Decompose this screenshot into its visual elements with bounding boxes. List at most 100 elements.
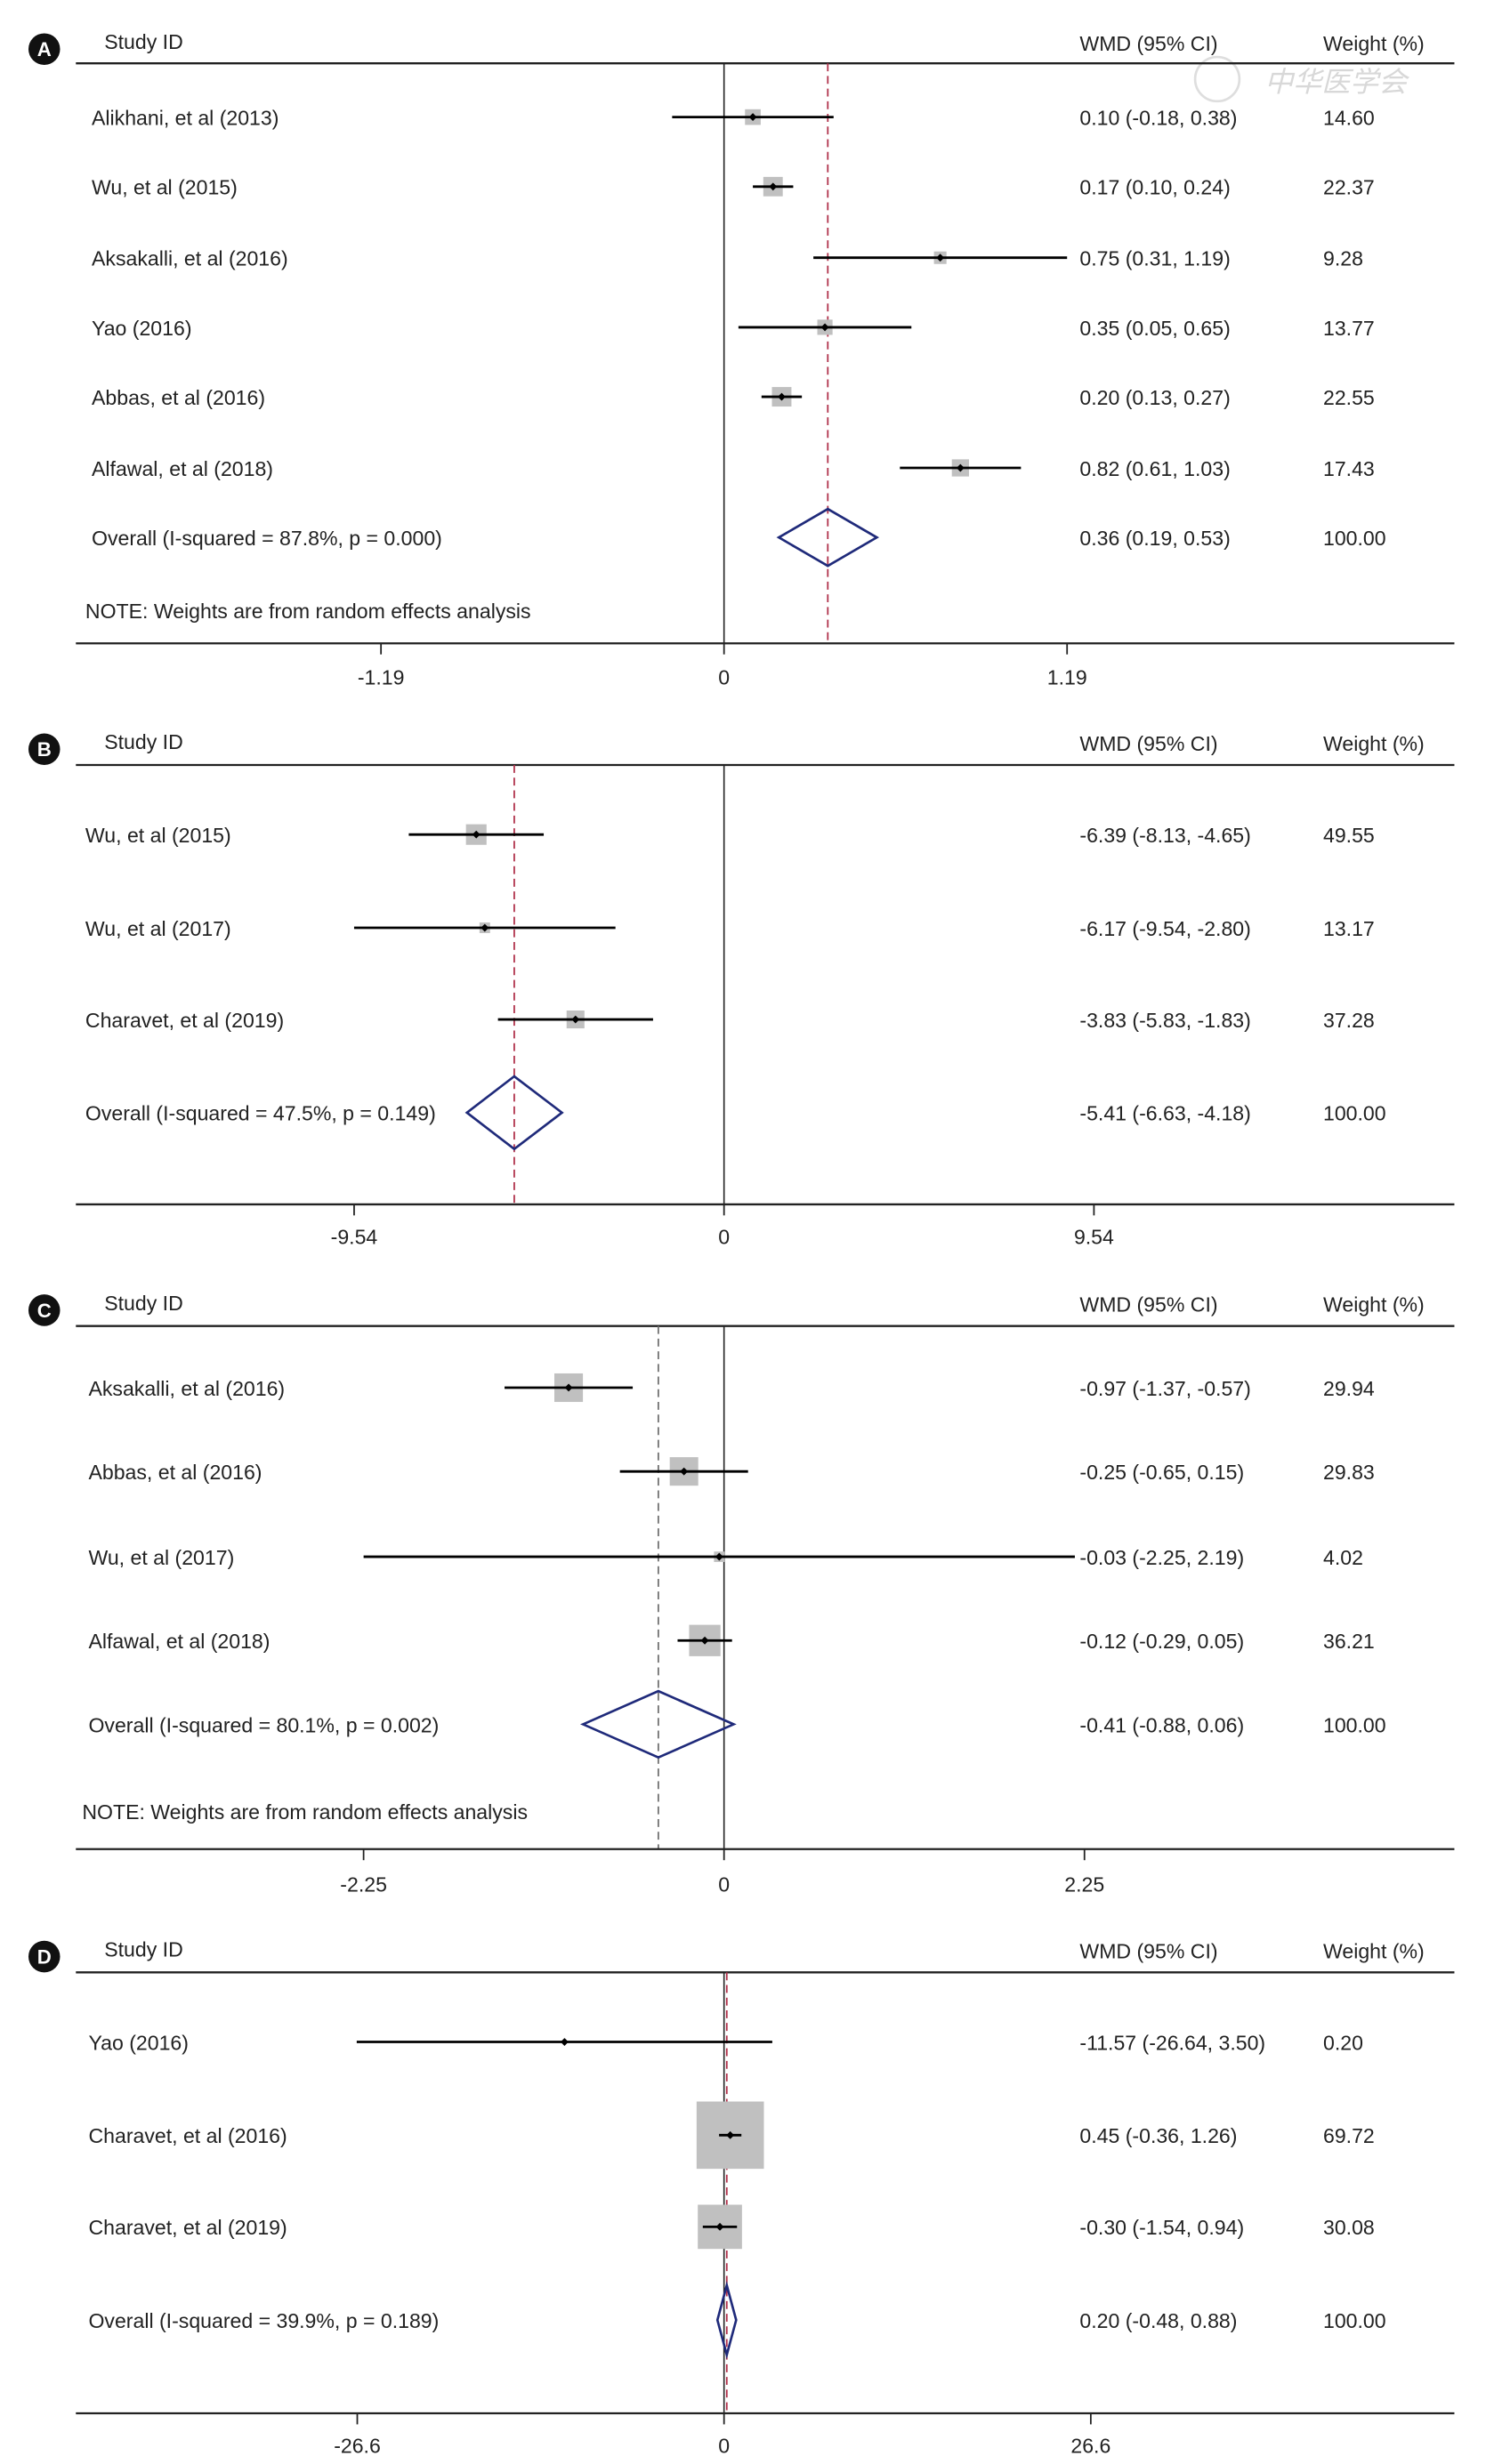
- panel-label-badge: [28, 733, 61, 766]
- study-point-estimate: [936, 254, 945, 262]
- study-weight-value: 14.60: [1323, 106, 1375, 129]
- overall-wmd-value: -0.41 (-0.88, 0.06): [1079, 1713, 1244, 1736]
- x-tick-label: 0: [718, 1873, 730, 1896]
- panel-label: C: [37, 1300, 52, 1322]
- study-label: Yao (2016): [92, 317, 191, 340]
- study-point-estimate: [715, 1552, 723, 1561]
- panel-label-badge: [28, 1940, 61, 1973]
- study-wmd-value: 0.75 (0.31, 1.19): [1079, 247, 1230, 270]
- study-wmd-value: 0.82 (0.61, 1.03): [1079, 457, 1230, 480]
- panel-label: D: [37, 1946, 52, 1969]
- watermark-seal-icon: [1193, 55, 1241, 103]
- study-weight-value: 9.28: [1323, 247, 1363, 270]
- study-weight-value: 29.83: [1323, 1461, 1375, 1484]
- watermark: 中华医学会: [1264, 66, 1409, 98]
- overall-wmd-value: 0.36 (0.19, 0.53): [1079, 527, 1230, 550]
- overall-diamond: [464, 1075, 564, 1151]
- overall-weight-value: 100.00: [1323, 1102, 1386, 1125]
- study-point-estimate: [769, 182, 778, 191]
- study-label: Aksakalli, et al (2016): [92, 247, 288, 270]
- overall-weight-value: 100.00: [1323, 527, 1386, 550]
- overall-diamond: [776, 507, 880, 568]
- study-label: Charavet, et al (2016): [88, 2124, 287, 2147]
- study-weight-value: 22.55: [1323, 386, 1375, 409]
- header-study-id: Study ID: [104, 30, 183, 53]
- study-wmd-value: -6.17 (-9.54, -2.80): [1079, 917, 1250, 940]
- study-label: Wu, et al (2015): [92, 176, 238, 199]
- study-point-estimate: [680, 1467, 689, 1476]
- overall-label: Overall (I-squared = 80.1%, p = 0.002): [88, 1713, 439, 1736]
- panel-label: B: [37, 738, 52, 761]
- overall-weight-value: 100.00: [1323, 2309, 1386, 2332]
- study-wmd-value: -3.83 (-5.83, -1.83): [1079, 1009, 1250, 1032]
- overall-diamond: [715, 2280, 738, 2360]
- study-wmd-value: -0.12 (-0.29, 0.05): [1079, 1630, 1244, 1653]
- study-wmd-value: 0.35 (0.05, 0.65): [1079, 317, 1230, 340]
- study-point-estimate: [481, 923, 489, 932]
- x-tick-label: -1.19: [358, 665, 405, 688]
- x-tick-label: 0: [718, 665, 730, 688]
- study-point-estimate: [564, 1383, 573, 1392]
- study-label: Wu, et al (2017): [85, 917, 231, 940]
- x-tick-label: -9.54: [331, 1225, 378, 1248]
- weights-note: NOTE: Weights are from random effects an…: [85, 600, 531, 623]
- study-label: Charavet, et al (2019): [85, 1009, 284, 1032]
- study-point-estimate: [820, 323, 829, 332]
- header-wmd: WMD (95% CI): [1079, 1293, 1217, 1317]
- study-weight-value: 17.43: [1323, 457, 1375, 480]
- study-label: Abbas, et al (2016): [88, 1461, 262, 1484]
- x-tick-label: 0: [718, 2434, 730, 2457]
- header-weight: Weight (%): [1323, 1293, 1425, 1317]
- header-wmd: WMD (95% CI): [1079, 1939, 1217, 1962]
- study-label: Yao (2016): [88, 2031, 188, 2054]
- study-point-estimate: [748, 113, 757, 122]
- header-study-id: Study ID: [104, 1938, 183, 1961]
- study-point-estimate: [700, 1636, 709, 1645]
- study-wmd-value: -0.25 (-0.65, 0.15): [1079, 1461, 1244, 1484]
- header-wmd: WMD (95% CI): [1079, 732, 1217, 755]
- study-point-estimate: [956, 463, 965, 472]
- study-label: Wu, et al (2015): [85, 824, 231, 847]
- study-point-estimate: [571, 1015, 580, 1024]
- study-point-estimate: [560, 2038, 569, 2046]
- study-wmd-value: -11.57 (-26.64, 3.50): [1079, 2031, 1265, 2054]
- study-wmd-value: -6.39 (-8.13, -4.65): [1079, 824, 1250, 847]
- overall-label: Overall (I-squared = 47.5%, p = 0.149): [85, 1102, 436, 1125]
- panel-label-badge: [28, 33, 61, 65]
- overall-label: Overall (I-squared = 39.9%, p = 0.189): [88, 2309, 439, 2332]
- study-weight-value: 69.72: [1323, 2124, 1375, 2147]
- study-point-estimate: [726, 2130, 735, 2139]
- study-label: Charavet, et al (2019): [88, 2216, 287, 2239]
- study-wmd-value: 0.20 (0.13, 0.27): [1079, 386, 1230, 409]
- study-wmd-value: -0.30 (-1.54, 0.94): [1079, 2216, 1244, 2239]
- x-tick-label: 1.19: [1047, 665, 1087, 688]
- overall-wmd-value: 0.20 (-0.48, 0.88): [1079, 2309, 1237, 2332]
- study-wmd-value: -0.97 (-1.37, -0.57): [1079, 1377, 1250, 1400]
- x-tick-label: -2.25: [340, 1873, 387, 1896]
- study-weight-value: 29.94: [1323, 1377, 1375, 1400]
- study-weight-value: 37.28: [1323, 1009, 1375, 1032]
- study-label: Alikhani, et al (2013): [92, 106, 279, 129]
- study-weight-value: 49.55: [1323, 824, 1375, 847]
- overall-diamond: [579, 1689, 737, 1759]
- study-weight-value: 13.17: [1323, 917, 1375, 940]
- study-weight-value: 0.20: [1323, 2031, 1363, 2054]
- x-tick-label: 9.54: [1074, 1225, 1114, 1248]
- overall-wmd-value: -5.41 (-6.63, -4.18): [1079, 1102, 1250, 1125]
- study-wmd-value: 0.10 (-0.18, 0.38): [1079, 106, 1237, 129]
- study-label: Aksakalli, et al (2016): [88, 1377, 285, 1400]
- study-weight-value: 13.77: [1323, 317, 1375, 340]
- x-tick-label: 0: [718, 1225, 730, 1248]
- study-wmd-value: -0.03 (-2.25, 2.19): [1079, 1546, 1244, 1569]
- overall-weight-value: 100.00: [1323, 1713, 1386, 1736]
- study-label: Wu, et al (2017): [88, 1546, 234, 1569]
- study-label: Abbas, et al (2016): [92, 386, 265, 409]
- header-weight: Weight (%): [1323, 32, 1425, 55]
- header-study-id: Study ID: [104, 730, 183, 753]
- study-wmd-value: 0.17 (0.10, 0.24): [1079, 176, 1230, 199]
- header-weight: Weight (%): [1323, 732, 1425, 755]
- x-tick-label: 26.6: [1070, 2434, 1110, 2457]
- x-tick-label: 2.25: [1064, 1873, 1104, 1896]
- header-wmd: WMD (95% CI): [1079, 32, 1217, 55]
